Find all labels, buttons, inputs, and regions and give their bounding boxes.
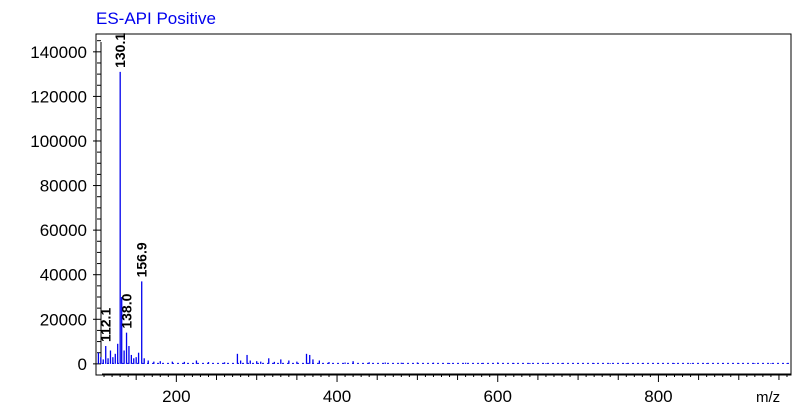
peak-label: 130.1 [112, 33, 128, 68]
peak-label: 138.0 [119, 293, 135, 328]
peak-labels: 130.1 156.9 138.0 112.1 [98, 33, 150, 342]
x-tick-label: 400 [323, 387, 351, 406]
spectrum-peaks [97, 71, 791, 364]
plot-frame [95, 33, 792, 376]
peak-label: 112.1 [98, 308, 114, 342]
y-tick-label: 40000 [40, 266, 87, 285]
y-tick-label: 0 [78, 355, 87, 374]
chart-title: ES-API Positive [96, 9, 216, 28]
y-tick-label: 60000 [40, 221, 87, 240]
y-tick-label: 80000 [40, 177, 87, 196]
x-tick-label: 600 [484, 387, 512, 406]
x-tick-label: 800 [644, 387, 672, 406]
peak-label: 156.9 [134, 242, 150, 277]
x-tick-label: 200 [162, 387, 190, 406]
y-tick-label: 140000 [30, 43, 87, 62]
y-tick-label: 100000 [30, 132, 87, 151]
axis-layer: 0 20000 40000 60000 80000 100000 120000 140000 2… [30, 40, 791, 406]
y-tick-label: 20000 [40, 310, 87, 329]
y-tick-label: 120000 [30, 87, 87, 106]
x-axis-label: m/z [756, 389, 780, 406]
